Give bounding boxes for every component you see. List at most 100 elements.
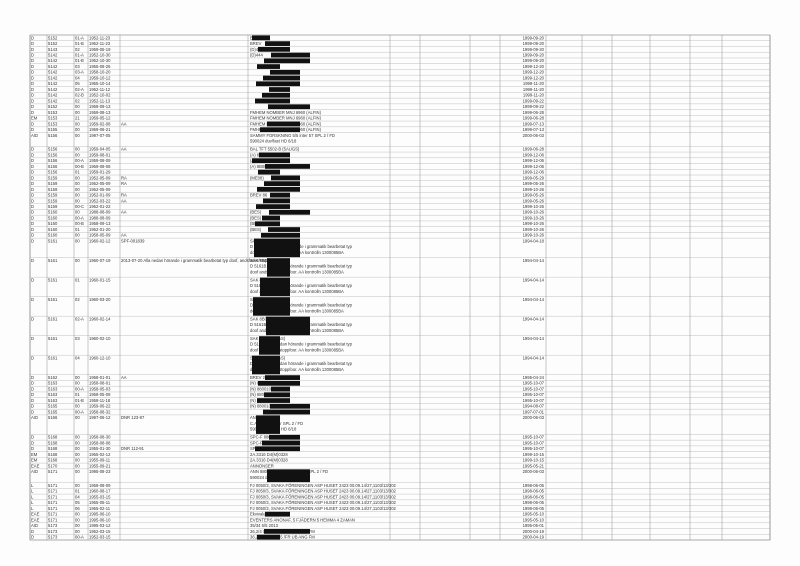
cell-s: 00 (75, 440, 80, 445)
cell-description: (ME08) (250, 175, 264, 180)
cell-d: 1995-06-10 (89, 512, 111, 517)
cell-s: 00 (75, 152, 80, 157)
cell-date: 1994-04-14 (523, 297, 545, 302)
redaction (253, 297, 290, 316)
cell-description: 35/34 5/5 2013 (250, 523, 279, 528)
cell-c: 5171 (48, 500, 58, 505)
cell-c: 5173 (48, 523, 58, 528)
cell-d: 1959-08-09 (89, 158, 111, 163)
cell-t: EM (31, 452, 38, 457)
cell-date: 1999-12-06 (523, 152, 545, 157)
cell-description: doof andsfader/stoppfoor. AA kontrolln 1… (250, 367, 344, 372)
redaction (269, 87, 290, 92)
cell-t: EAE (31, 463, 40, 468)
cell-s: 01-B (75, 398, 84, 403)
cell-date: 1999-12-06 (523, 164, 545, 169)
cell-d: 1958-10-20 (89, 70, 111, 75)
cell-date: 1994-08-07 (523, 404, 545, 409)
cell-s: 00 (75, 529, 80, 534)
cell-d: 1952-10-30 (89, 58, 111, 63)
cell-date: 1998-06-05 (523, 489, 545, 494)
cell-t: D (31, 175, 34, 180)
cell-s: 03 (75, 336, 80, 341)
cell-description: D 5161B Alla nedan hörande i grammatik b… (250, 244, 353, 249)
redaction (265, 164, 310, 169)
cell-description: doof andsfader/stoppfoor. AA kontrolln 1… (250, 269, 344, 274)
cell-s: 00 (75, 404, 80, 409)
cell-d: 1959-06-22 (89, 404, 111, 409)
cell-date: 1999-12-06 (523, 158, 545, 163)
cell-date: 1999-10-15 (523, 458, 545, 463)
redaction (258, 46, 290, 52)
cell-s: 00-B (75, 164, 84, 169)
cell-c: 5153 (48, 116, 58, 121)
cell-description: (A) 8B0002 (250, 164, 272, 169)
cell-date: 1999-09-20 (523, 35, 545, 40)
cell-c: 5161 (48, 316, 58, 321)
cell-s: 00-A (75, 409, 84, 414)
cell-s: 00 (75, 193, 80, 198)
cell-description: (D)444 (250, 47, 263, 52)
cell-c: 5171 (48, 517, 58, 522)
cell-d: 1960-03-20 (89, 297, 111, 302)
cell-t: D (31, 316, 34, 321)
cell-t: D (31, 93, 34, 98)
cell-t: EM (31, 116, 38, 121)
cell-c: 5160 (48, 210, 58, 215)
cell-c: 5161 (48, 355, 58, 360)
redaction (257, 187, 300, 192)
cell-t: D (31, 404, 34, 409)
cell-description: 36,2/4 100,1/6,55 /FR UB ANG FM (250, 535, 315, 540)
cell-s: 00 (75, 133, 80, 138)
cell-s: 02-A (75, 316, 84, 321)
cell-date: 1995-10-07 (523, 386, 545, 391)
cell-date: 1999-07-13 (523, 127, 545, 132)
redaction (271, 386, 290, 392)
cell-s: 00 (75, 110, 80, 115)
cell-c: 5163 (48, 381, 58, 386)
redaction (271, 52, 310, 58)
cell-d: 1960-02-10 (89, 336, 111, 341)
cell-description: FMHEM NOMBER MNJ 6960 (ALFIN) (250, 116, 322, 121)
redaction (260, 277, 290, 297)
cell-date: 1999-10-26 (523, 227, 545, 232)
cell-s: 01 (75, 277, 80, 282)
cell-description: (N) 880010 (250, 392, 272, 397)
cell-d: 1959-05-19 (89, 47, 111, 52)
cell-description: 590024 duv/fast HD 6/18 (250, 139, 297, 144)
cell-s: 03 (75, 64, 80, 69)
cell-date: 1995-10-07 (523, 446, 545, 451)
cell-date: 1999-09-22 (523, 104, 545, 109)
cell-s: 01 (75, 489, 80, 494)
cell-c: 5142 (48, 93, 58, 98)
cell-t: D (31, 435, 34, 440)
cell-c: 5161 (48, 336, 58, 341)
cell-date: 1999-10-26 (523, 233, 545, 238)
cell-c: 5171 (48, 512, 58, 517)
cell-d: 1959-02-08 (89, 121, 111, 126)
cell-s: 00 (75, 381, 80, 386)
redaction (257, 534, 280, 540)
cell-date: 1995-04-24 (523, 375, 545, 380)
redaction (265, 41, 290, 46)
cell-date: 2000-04-19 (523, 529, 545, 534)
cell-c: 5163 (48, 392, 58, 397)
redaction (257, 398, 290, 403)
redaction (268, 104, 310, 110)
cell-t: D (31, 158, 34, 163)
cell-t: D (31, 409, 34, 414)
cell-c: 5142 (48, 64, 58, 69)
cell-t: D (31, 35, 34, 40)
cell-t: D (31, 41, 34, 46)
cell-t: D (31, 181, 34, 186)
cell-date: 1995-10-07 (523, 392, 545, 397)
cell-d: 1958-08-32 (89, 409, 111, 414)
cell-d: 1958-01-01 (89, 375, 111, 380)
cell-date: 1994-04-14 (523, 258, 545, 263)
cell-description: BREV 86 (250, 193, 268, 198)
cell-c: 5159 (48, 181, 58, 186)
cell-t: D (31, 47, 34, 52)
cell-date: 1999-10-26 (523, 210, 545, 215)
cell-date: 1999-10-26 (523, 215, 545, 220)
